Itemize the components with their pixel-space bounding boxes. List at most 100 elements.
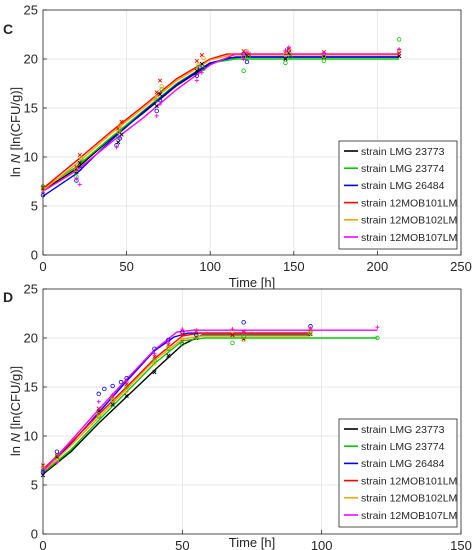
data-point <box>230 327 235 332</box>
y-tick-label: 20 <box>24 52 38 67</box>
data-point <box>154 90 159 95</box>
series-line <box>42 335 311 473</box>
data-point <box>157 78 163 83</box>
panel-c-points <box>40 37 402 198</box>
legend-entry: strain LMG 23773 <box>361 424 445 436</box>
x-tick-label: 100 <box>199 259 221 274</box>
y-tick-label: 10 <box>24 150 38 165</box>
panel-c-y-ticks: 0 5 10 15 20 25 <box>24 3 47 263</box>
legend-entry: strain 12MOB107LM <box>361 510 457 522</box>
legend-entry: strain 12MOB101LM <box>361 475 457 487</box>
data-point <box>77 160 82 165</box>
y-tick-label: 0 <box>31 248 38 263</box>
data-point <box>180 331 185 337</box>
data-point <box>96 414 101 419</box>
data-point <box>199 70 204 75</box>
panel-d-y-axis-label: ln N [ln(CFU/g)] <box>8 366 23 456</box>
data-point <box>194 332 199 338</box>
data-point <box>286 45 291 50</box>
x-tick-label: 100 <box>311 538 333 550</box>
data-point <box>241 57 246 61</box>
data-point <box>152 351 157 356</box>
data-point <box>96 399 101 404</box>
data-point <box>194 78 199 83</box>
data-point <box>158 102 163 107</box>
legend-entry: strain LMG 23774 <box>361 163 445 175</box>
x-tick-label: 50 <box>175 538 189 550</box>
data-point <box>157 97 163 103</box>
data-point <box>117 135 122 140</box>
data-point <box>152 358 157 363</box>
data-point <box>102 386 107 392</box>
x-tick-label: 0 <box>39 538 46 550</box>
legend-entry: strain LMG 26484 <box>361 458 445 470</box>
data-point <box>241 337 246 343</box>
data-point <box>201 55 206 61</box>
data-point <box>110 383 115 389</box>
x-tick-label: 200 <box>367 259 389 274</box>
data-point <box>116 129 121 134</box>
panel-d-points <box>40 320 380 478</box>
x-tick-label: 50 <box>119 259 133 274</box>
data-point <box>118 379 124 385</box>
legend-entry: strain 12MOB101LM <box>361 197 457 209</box>
data-point <box>110 402 115 407</box>
data-point <box>74 167 79 172</box>
data-point <box>166 353 171 358</box>
data-point <box>180 337 185 343</box>
data-point <box>157 92 163 97</box>
data-point <box>124 379 129 384</box>
data-point <box>154 103 159 109</box>
panel-c-y-axis-label: ln N [ln(CFU/g)] <box>8 87 23 177</box>
data-point <box>244 59 250 65</box>
data-point <box>166 339 171 344</box>
data-point <box>152 346 157 351</box>
data-point <box>119 132 124 137</box>
y-tick-label: 15 <box>24 380 38 395</box>
legend-entry: strain LMG 23774 <box>361 441 445 453</box>
data-point <box>159 84 164 89</box>
data-point <box>180 327 185 332</box>
data-point <box>152 361 157 366</box>
data-point <box>283 52 288 58</box>
data-point <box>54 453 60 458</box>
data-point <box>96 391 101 397</box>
panel-c-x-ticks: 0 50 100 150 200 250 <box>39 251 472 274</box>
legend-entry: strain 12MOB107LM <box>361 232 457 244</box>
data-point <box>194 68 199 73</box>
data-point <box>375 335 380 341</box>
x-tick-label: 250 <box>450 259 472 274</box>
series-line <box>42 337 378 474</box>
series-line <box>42 58 400 189</box>
data-point <box>288 48 293 54</box>
panel-c-axes-box <box>42 9 462 256</box>
data-point <box>241 320 246 325</box>
data-point <box>110 392 115 397</box>
panel-c-x-axis-label: Time [h] <box>229 275 275 290</box>
data-point <box>194 334 199 340</box>
legend-entry: strain LMG 26484 <box>361 180 445 192</box>
data-point <box>124 381 129 387</box>
data-point <box>154 108 159 114</box>
data-point <box>96 412 101 417</box>
data-point <box>196 62 201 68</box>
data-point <box>152 354 157 359</box>
data-point <box>241 49 246 54</box>
data-point <box>194 58 199 64</box>
panel-d-legend-box <box>338 418 458 528</box>
panel-c-label: C <box>3 21 13 37</box>
y-tick-label: 10 <box>24 429 38 444</box>
legend-entry: strain 12MOB102LM <box>361 215 457 227</box>
data-point <box>54 449 60 454</box>
panel-d-y-ticks: 0 5 10 15 20 25 <box>24 282 47 542</box>
data-point <box>283 48 288 53</box>
data-point <box>241 51 246 57</box>
data-point <box>396 37 402 42</box>
panel-d-x-axis-label: Time [h] <box>229 535 275 550</box>
y-tick-label: 5 <box>31 478 38 493</box>
panel-d-y-axis-label-unit: [ln(CFU/g)] <box>8 366 23 433</box>
data-point <box>194 328 199 333</box>
y-tick-label: 15 <box>24 101 38 116</box>
data-point <box>397 47 402 52</box>
